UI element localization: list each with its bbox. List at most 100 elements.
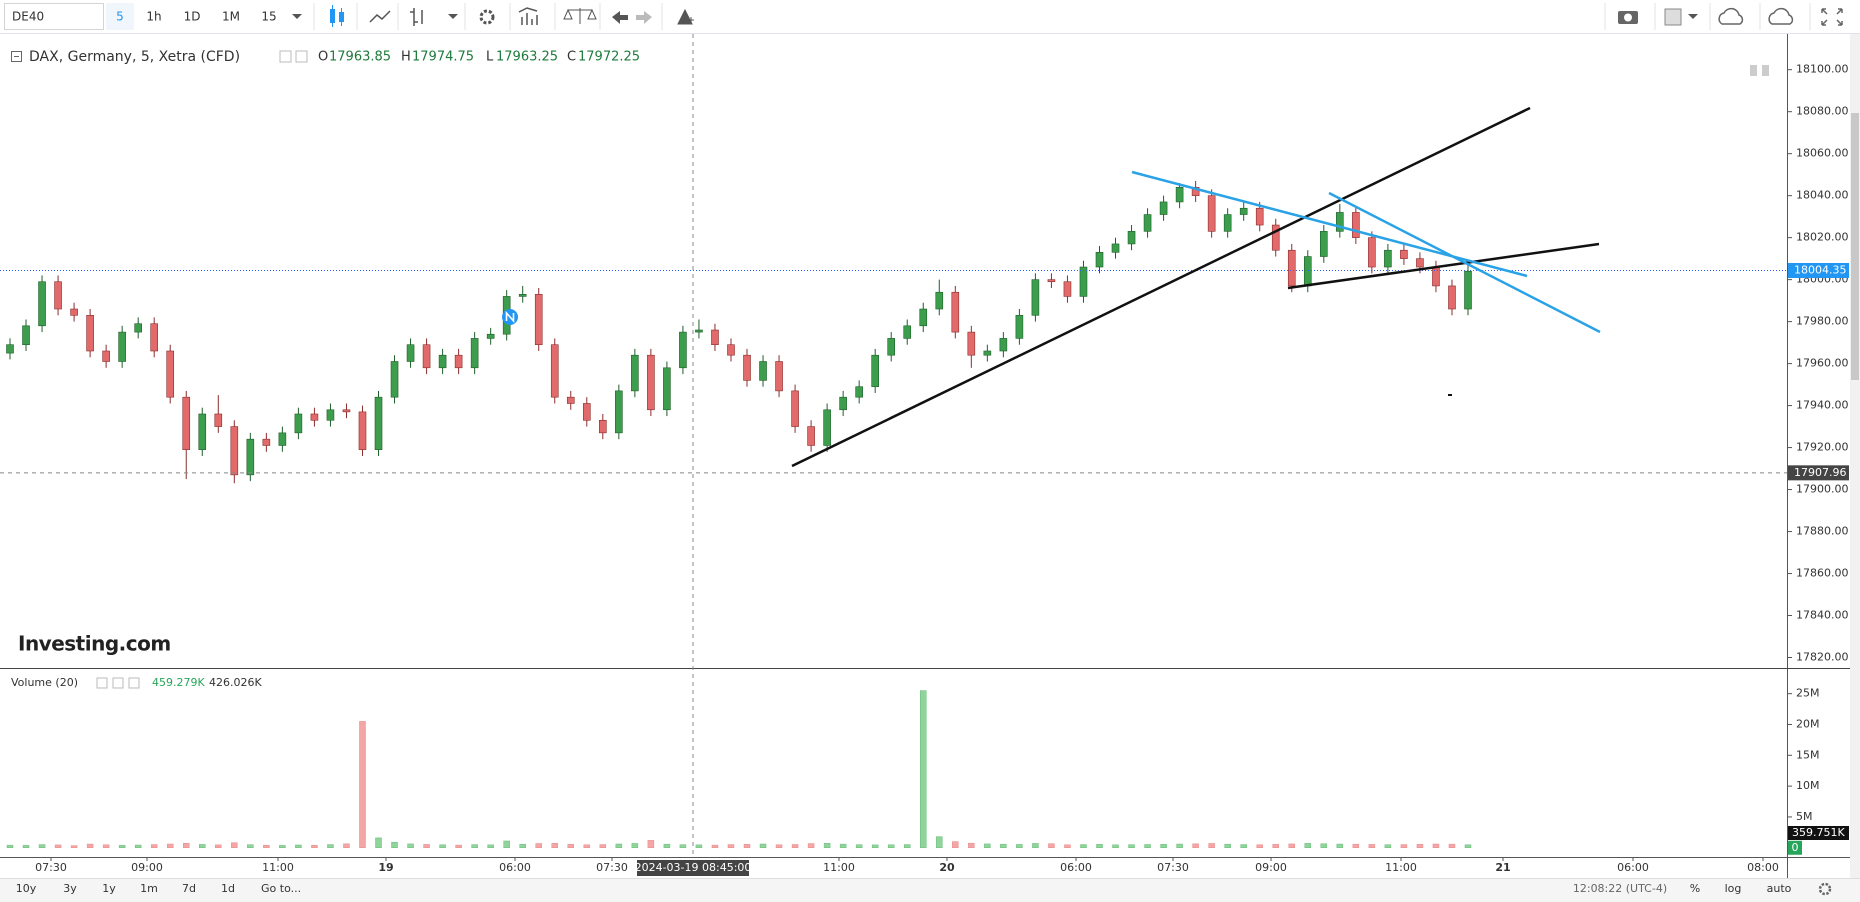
trendline[interactable] xyxy=(1328,191,1601,334)
y-tick-label: 17900.00 xyxy=(1796,483,1849,496)
candle-body xyxy=(599,419,607,434)
camera-icon[interactable] xyxy=(1618,11,1638,24)
y-tick-label: 15M xyxy=(1796,748,1820,761)
goto-button[interactable]: Go to... xyxy=(261,882,301,895)
candle-body xyxy=(1432,266,1440,287)
dropdown-icon[interactable] xyxy=(1688,14,1698,19)
compare-icon[interactable] xyxy=(563,8,597,24)
volume-bar xyxy=(215,844,222,849)
interval-button[interactable]: 1M xyxy=(222,10,240,24)
legend-icon[interactable] xyxy=(279,50,292,63)
symbol-input[interactable] xyxy=(4,3,104,30)
volume-bar xyxy=(487,844,494,849)
candle-body xyxy=(695,329,703,333)
x-tick-label: 07:30 xyxy=(596,861,628,874)
y-tick-label: 17980.00 xyxy=(1796,315,1849,328)
candle-body xyxy=(935,291,944,310)
candle-body xyxy=(182,396,191,450)
volume-bar xyxy=(647,840,655,849)
candle-body xyxy=(422,344,431,369)
candle-body xyxy=(775,361,783,392)
legend-icon[interactable] xyxy=(128,677,140,689)
zero-box xyxy=(1788,840,1802,855)
collapse-icon[interactable] xyxy=(11,51,22,62)
range-button[interactable]: 1y xyxy=(102,882,116,895)
y-tick-label: 17880.00 xyxy=(1796,525,1849,538)
range-button[interactable]: 1m xyxy=(140,882,158,895)
y-tick-label: 0 xyxy=(1792,841,1799,854)
legend-icon[interactable] xyxy=(295,50,308,63)
candle-body xyxy=(550,344,559,398)
range-button[interactable]: 7d xyxy=(182,882,196,895)
option-button[interactable]: % xyxy=(1690,882,1700,895)
volume-bar xyxy=(1192,843,1199,849)
volume-bar xyxy=(519,843,526,849)
candle-body xyxy=(534,294,543,346)
volume-bar xyxy=(695,844,703,849)
option-button[interactable]: auto xyxy=(1767,882,1792,895)
candle-body xyxy=(150,323,158,352)
alert-icon[interactable] xyxy=(677,8,694,25)
pane-button[interactable] xyxy=(1762,65,1769,76)
scrollbar-thumb[interactable] xyxy=(1851,113,1859,380)
bottom-bar xyxy=(0,878,1860,902)
redo-icon[interactable] xyxy=(636,11,652,24)
legend-icon[interactable] xyxy=(112,677,124,689)
volume-bar xyxy=(54,844,62,849)
volume-bar xyxy=(1320,843,1328,849)
symbol[interactable]: DE40 xyxy=(12,10,44,24)
candle-body xyxy=(1400,249,1408,259)
interval-button[interactable]: 1D xyxy=(184,10,201,24)
candle-body xyxy=(406,344,415,362)
pane-button[interactable] xyxy=(1750,65,1757,76)
volume-bar xyxy=(407,843,414,849)
interval-button[interactable]: 15 xyxy=(261,10,276,24)
volume-bar xyxy=(1432,843,1440,849)
settings-icon[interactable] xyxy=(479,9,495,25)
ohlc-label: C xyxy=(567,50,576,65)
line-icon[interactable] xyxy=(369,10,391,23)
volume-bar xyxy=(871,844,879,849)
option-button[interactable]: log xyxy=(1725,882,1742,895)
candle-body xyxy=(1031,279,1040,316)
cloud-save-icon[interactable] xyxy=(1768,7,1794,25)
candle-body xyxy=(1063,281,1072,297)
volume-bar xyxy=(375,837,382,849)
volume-bar xyxy=(903,844,911,849)
interval-button[interactable]: 5 xyxy=(116,10,124,24)
undo-icon[interactable] xyxy=(612,11,628,24)
settings-icon[interactable] xyxy=(1818,882,1832,896)
candle-body xyxy=(663,367,671,411)
dropdown-icon[interactable] xyxy=(292,14,302,19)
candle-body xyxy=(631,354,639,392)
trendline[interactable] xyxy=(791,106,1531,468)
volume-bar xyxy=(439,844,446,849)
legend-icon[interactable] xyxy=(96,677,108,689)
volume-bar xyxy=(1176,843,1183,849)
range-button[interactable]: 3y xyxy=(63,882,77,895)
y-tick-label: 25M xyxy=(1796,687,1820,700)
volume-bar xyxy=(1464,844,1472,849)
y-tick-label: 18100.00 xyxy=(1796,63,1849,76)
bars-icon[interactable] xyxy=(410,8,423,26)
trendline[interactable] xyxy=(1287,242,1600,290)
fullscreen-icon[interactable] xyxy=(1821,8,1843,26)
candle-body xyxy=(134,323,142,333)
range-button[interactable]: 10y xyxy=(16,882,37,895)
candle-type-icon[interactable] xyxy=(330,5,344,27)
dropdown-icon[interactable] xyxy=(448,14,458,19)
layout-icon[interactable] xyxy=(1664,8,1682,26)
trendline[interactable] xyxy=(1131,170,1528,278)
y-tick-label: 17860.00 xyxy=(1796,567,1849,580)
candle-body xyxy=(1111,243,1120,253)
news-marker[interactable] xyxy=(502,309,518,325)
cloud-load-icon[interactable] xyxy=(1718,7,1744,25)
volume-bar xyxy=(1032,843,1039,849)
indicators-icon[interactable] xyxy=(518,7,538,25)
candle-body xyxy=(102,350,110,362)
interval-button[interactable]: 1h xyxy=(146,10,161,24)
last-volume-box xyxy=(1788,826,1849,840)
range-button[interactable]: 1d xyxy=(221,882,235,895)
candle-body xyxy=(1143,214,1152,232)
